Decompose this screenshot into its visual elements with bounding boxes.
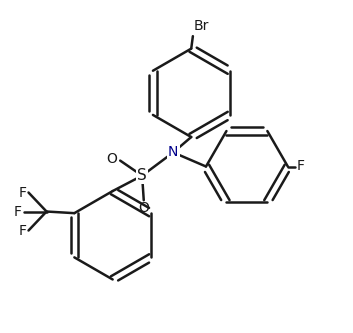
Text: N: N	[168, 146, 178, 160]
Text: F: F	[14, 204, 22, 218]
Text: Br: Br	[194, 19, 209, 33]
Text: F: F	[19, 223, 26, 237]
Text: S: S	[137, 168, 147, 183]
Text: O: O	[107, 152, 118, 166]
Text: F: F	[297, 160, 305, 173]
Text: F: F	[19, 185, 26, 199]
Text: O: O	[138, 201, 149, 215]
